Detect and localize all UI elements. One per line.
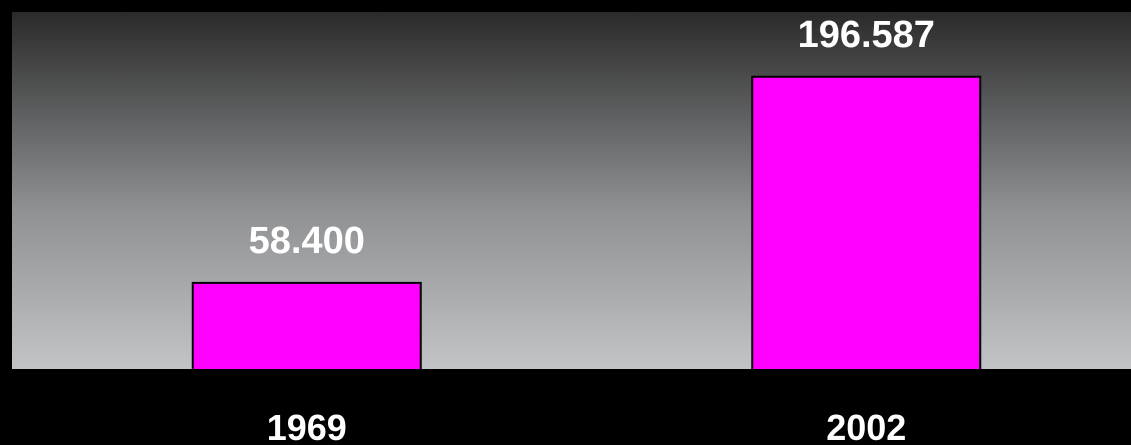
category-label-1969: 1969 <box>267 407 347 445</box>
bar-2002 <box>751 75 982 372</box>
chart-marks: 58.400 1969 196.587 2002 <box>191 14 982 445</box>
value-label-1969: 58.400 <box>249 220 365 262</box>
value-label-2002: 196.587 <box>798 14 935 56</box>
bar-1969 <box>191 281 422 371</box>
category-label-2002: 2002 <box>826 407 906 445</box>
